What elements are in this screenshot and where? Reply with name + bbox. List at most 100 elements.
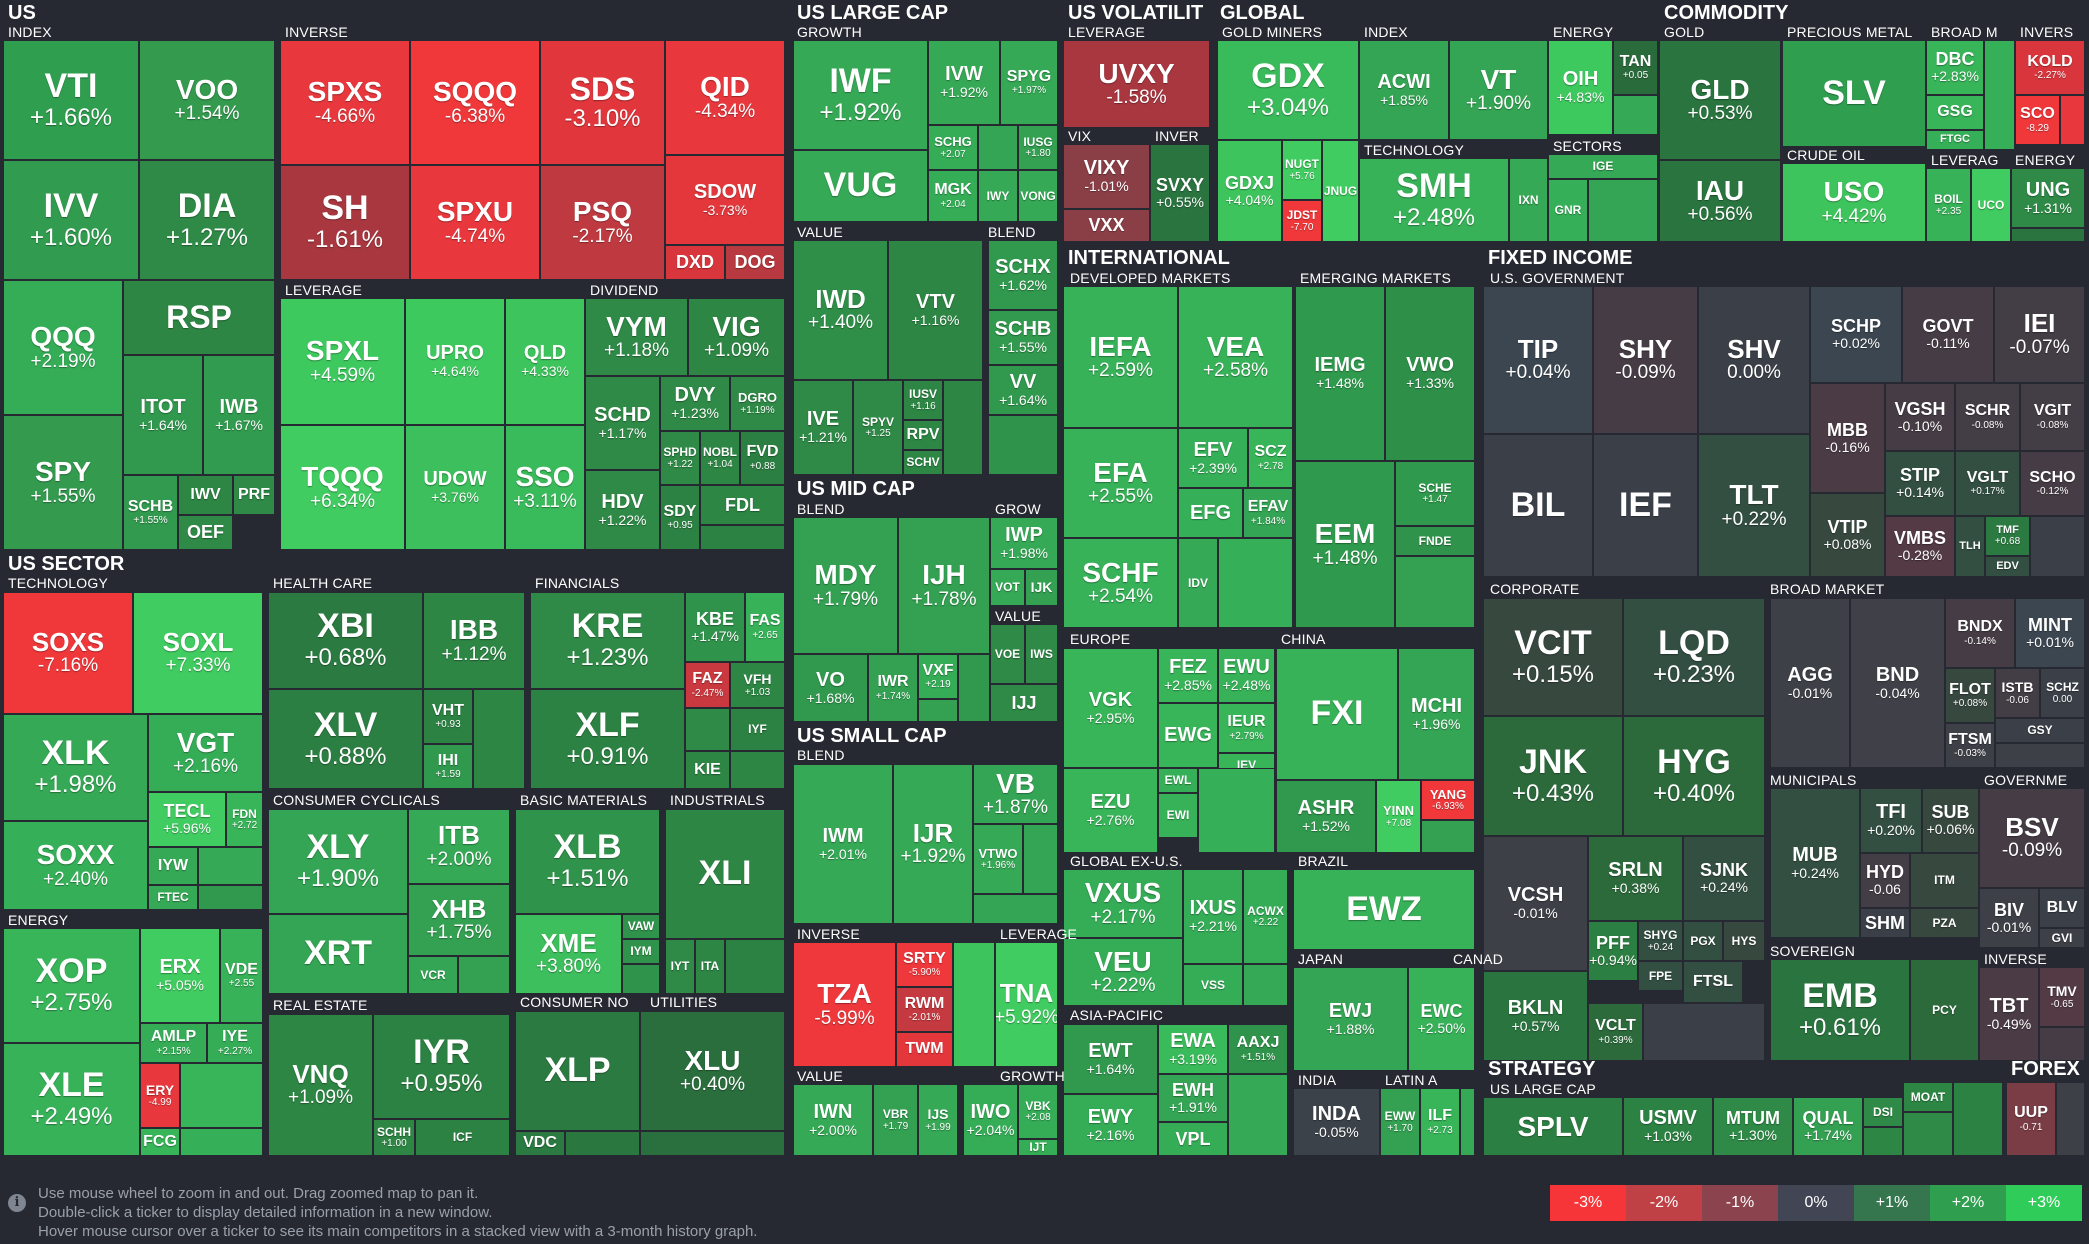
ticker-tile-tip[interactable]: TIP +0.04%: [1483, 286, 1593, 434]
ticker-tile-shy[interactable]: SHY -0.09%: [1593, 286, 1698, 434]
ticker-tile-iwf[interactable]: IWF +1.92%: [793, 40, 928, 150]
ticker-tile-istb[interactable]: ISTB -0.06: [1995, 668, 2040, 718]
ticker-tile-tbt[interactable]: TBT -0.49%: [1979, 967, 2039, 1061]
ticker-tile-slv[interactable]: SLV: [1782, 40, 1926, 147]
ticker-tile-erx[interactable]: ERX +5.05%: [140, 928, 220, 1023]
ticker-tile-rsp[interactable]: RSP: [123, 280, 275, 355]
ticker-tile-inda[interactable]: INDA -0.05%: [1293, 1088, 1380, 1156]
ticker-tile[interactable]: [918, 699, 958, 722]
ticker-tile-ive[interactable]: IVE +1.21%: [793, 380, 853, 475]
ticker-tile-vtwo[interactable]: VTWO +1.96%: [973, 824, 1023, 894]
ticker-tile-ixn[interactable]: IXN: [1509, 158, 1548, 242]
ticker-tile[interactable]: [2030, 516, 2085, 577]
ticker-tile-tfi[interactable]: TFI +0.20%: [1860, 788, 1922, 853]
ticker-tile-iye[interactable]: IYE +2.27%: [207, 1023, 263, 1063]
ticker-tile-sso[interactable]: SSO +3.11%: [505, 425, 585, 550]
ticker-tile-ewj[interactable]: EWJ +1.88%: [1293, 967, 1408, 1071]
ticker-tile[interactable]: [1243, 964, 1288, 1006]
ticker-tile-xlk[interactable]: XLK +1.98%: [3, 714, 148, 821]
ticker-tile-fvd[interactable]: FVD +0.88: [740, 431, 785, 485]
ticker-tile-schz[interactable]: SCHZ 0.00: [2040, 668, 2085, 718]
ticker-tile-dsi[interactable]: DSI: [1863, 1097, 1903, 1127]
ticker-tile-efa[interactable]: EFA +2.55%: [1063, 428, 1178, 538]
ticker-tile-schp[interactable]: SCHP +0.02%: [1810, 286, 1902, 383]
ticker-tile-hdv[interactable]: HDV +1.22%: [585, 470, 660, 550]
ticker-tile-udow[interactable]: UDOW +3.76%: [405, 425, 505, 550]
ticker-tile-bnd[interactable]: BND -0.04%: [1850, 598, 1945, 768]
ticker-tile-schh[interactable]: SCHH +1.00: [373, 1119, 415, 1156]
ticker-tile-tna[interactable]: TNA +5.92%: [995, 942, 1058, 1067]
ticker-tile-iwy[interactable]: IWY: [978, 170, 1018, 222]
ticker-tile-ita[interactable]: ITA: [695, 939, 725, 994]
ticker-tile-pff[interactable]: PFF +0.94%: [1588, 921, 1638, 981]
ticker-tile-vclt[interactable]: VCLT +0.39%: [1588, 1003, 1643, 1061]
ticker-tile-ivv[interactable]: IVV +1.60%: [3, 160, 139, 280]
ticker-tile-kre[interactable]: KRE +1.23%: [530, 592, 685, 689]
ticker-tile-tza[interactable]: TZA -5.99%: [793, 942, 896, 1067]
ticker-tile[interactable]: [700, 525, 785, 550]
ticker-tile-schr[interactable]: SCHR -0.08%: [1955, 383, 2020, 451]
ticker-tile-bkln[interactable]: BKLN +0.57%: [1483, 971, 1588, 1061]
ticker-tile-yinn[interactable]: YINN +7.08: [1376, 780, 1421, 853]
ticker-tile-kie[interactable]: KIE: [685, 751, 730, 789]
ticker-tile-stip[interactable]: STIP +0.14%: [1885, 451, 1955, 516]
ticker-tile-iyw[interactable]: IYW: [148, 847, 198, 885]
ticker-tile-rpv[interactable]: RPV: [903, 420, 943, 450]
ticker-tile-vfh[interactable]: VFH +1.03: [730, 662, 785, 708]
ticker-tile-efv[interactable]: EFV +2.39%: [1178, 428, 1248, 488]
ticker-tile-fdl[interactable]: FDL: [700, 485, 785, 525]
ticker-tile-uso[interactable]: USO +4.42%: [1782, 163, 1926, 242]
ticker-tile-sqqq[interactable]: SQQQ -6.38%: [410, 40, 540, 165]
ticker-tile-tecl[interactable]: TECL +5.96%: [148, 792, 226, 847]
ticker-tile[interactable]: [1613, 95, 1658, 135]
ticker-tile-spyg[interactable]: SPYG +1.97%: [1000, 40, 1058, 125]
ticker-tile-faz[interactable]: FAZ -2.47%: [685, 662, 730, 708]
ticker-tile[interactable]: [640, 1131, 785, 1156]
ticker-tile[interactable]: [1995, 743, 2085, 768]
ticker-tile-iwn[interactable]: IWN +2.00%: [793, 1084, 873, 1156]
ticker-tile-gsg[interactable]: GSG: [1926, 95, 1984, 130]
ticker-tile[interactable]: [943, 380, 983, 475]
ticker-tile-usmv[interactable]: USMV +1.03%: [1623, 1097, 1713, 1156]
ticker-tile-ixus[interactable]: IXUS +2.21%: [1183, 869, 1243, 964]
ticker-tile[interactable]: [1228, 1074, 1288, 1156]
ticker-tile-moat[interactable]: MOAT: [1903, 1082, 1953, 1112]
ticker-tile-gdx[interactable]: GDX +3.04%: [1217, 40, 1359, 140]
ticker-tile-ery[interactable]: ERY -4.99: [140, 1063, 180, 1128]
ticker-tile-tlh[interactable]: TLH: [1955, 516, 1985, 577]
ticker-tile-nugt[interactable]: NUGT +5.76: [1282, 140, 1322, 200]
ticker-tile-iei[interactable]: IEI -0.07%: [1994, 286, 2085, 383]
ticker-tile-ezu[interactable]: EZU +2.76%: [1063, 768, 1158, 853]
ticker-tile-oef[interactable]: OEF: [178, 515, 233, 550]
ticker-tile-hys[interactable]: HYS: [1723, 921, 1765, 961]
ticker-tile-dog[interactable]: DOG: [725, 245, 785, 280]
ticker-tile-vnq[interactable]: VNQ +1.09%: [268, 1014, 373, 1156]
ticker-tile-vv[interactable]: VV +1.64%: [988, 365, 1058, 415]
ticker-tile-schg[interactable]: SCHG +2.07: [928, 125, 978, 170]
ticker-tile-jdst[interactable]: JDST -7.70: [1282, 200, 1322, 242]
ticker-tile-dvy[interactable]: DVY +1.23%: [660, 376, 730, 431]
ticker-tile[interactable]: [1218, 538, 1293, 628]
ticker-tile-mint[interactable]: MINT +0.01%: [2015, 598, 2085, 668]
ticker-tile-scho[interactable]: SCHO -0.12%: [2020, 451, 2085, 516]
ticker-tile-flot[interactable]: FLOT +0.08%: [1945, 668, 1995, 723]
ticker-tile[interactable]: [1863, 1127, 1903, 1156]
ticker-tile-eem[interactable]: EEM +1.48%: [1295, 461, 1395, 628]
ticker-tile-soxx[interactable]: SOXX +2.40%: [3, 821, 148, 910]
ticker-tile-ewh[interactable]: EWH +1.91%: [1158, 1074, 1228, 1122]
ticker-tile-blv[interactable]: BLV: [2039, 888, 2085, 928]
ticker-tile-fez[interactable]: FEZ +2.85%: [1158, 648, 1218, 703]
ticker-tile-xhb[interactable]: XHB +1.75%: [408, 884, 510, 956]
ticker-tile-iwb[interactable]: IWB +1.67%: [203, 355, 275, 475]
ticker-tile-itm[interactable]: ITM: [1910, 853, 1979, 908]
ticker-tile-vot[interactable]: VOT: [990, 569, 1025, 606]
ticker-tile-ung[interactable]: UNG +1.31%: [2011, 168, 2085, 228]
ticker-tile-ijj[interactable]: IJJ: [990, 684, 1058, 722]
ticker-tile-ewl[interactable]: EWL: [1158, 768, 1198, 793]
ticker-tile-vxf[interactable]: VXF +2.19: [918, 654, 958, 699]
ticker-tile-schd[interactable]: SCHD +1.17%: [585, 376, 660, 470]
ticker-tile-pgx[interactable]: PGX: [1683, 921, 1723, 961]
ticker-tile-xlv[interactable]: XLV +0.88%: [268, 689, 423, 789]
ticker-tile-vwo[interactable]: VWO +1.33%: [1385, 286, 1475, 461]
ticker-tile-fxi[interactable]: FXI: [1276, 648, 1398, 780]
